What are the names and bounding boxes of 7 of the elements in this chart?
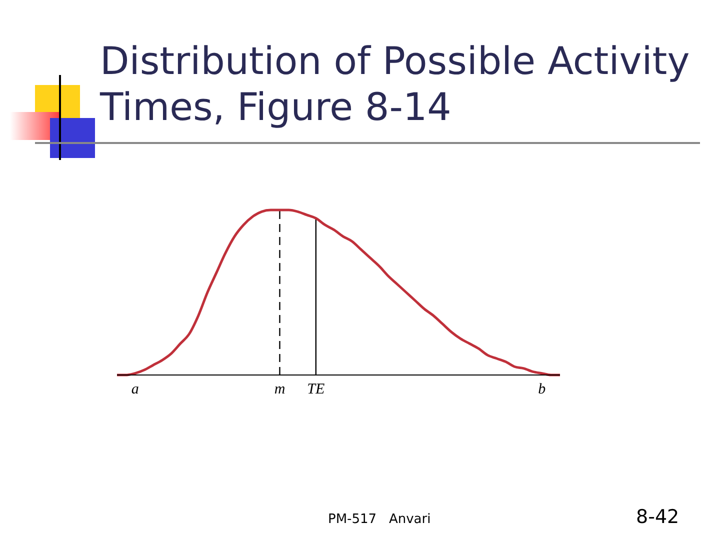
x-tick-label: a <box>131 382 139 398</box>
x-tick-label: b <box>538 382 546 398</box>
chart-title: Distribution of Possible Activity Times, Figure 8-14 <box>100 38 691 130</box>
x-tick-label: TE <box>307 382 325 398</box>
x-tick-label: m <box>274 382 286 398</box>
text: 8-42 <box>636 506 680 528</box>
text: PM-517 Anvari <box>328 512 431 527</box>
